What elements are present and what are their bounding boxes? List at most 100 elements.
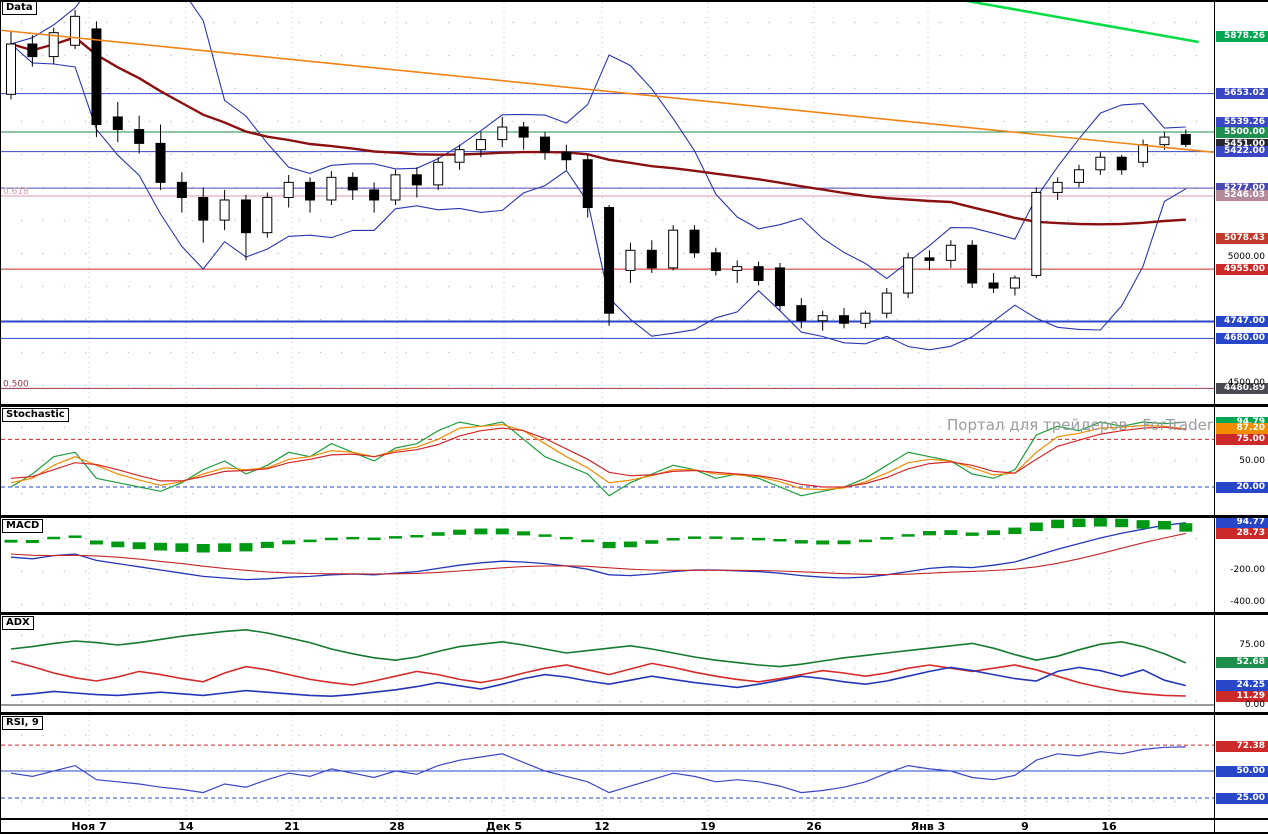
macd-panel[interactable] [1, 518, 1214, 612]
green-trend-line[interactable] [957, 2, 1199, 44]
macd-histogram-bar [517, 531, 531, 536]
candle-body[interactable] [176, 181, 187, 198]
series-di-minus[interactable] [10, 660, 1186, 697]
panel-separator[interactable] [1, 612, 1268, 615]
candle-body[interactable] [839, 315, 850, 324]
candle-body[interactable] [753, 266, 764, 281]
x-axis-label: 9 [1021, 820, 1029, 833]
series-bollinger-upper[interactable] [10, 2, 1186, 280]
candle-body[interactable] [604, 207, 615, 314]
candle-body[interactable] [1095, 156, 1106, 171]
candle-body[interactable] [817, 315, 828, 322]
macd-histogram-bar [303, 539, 317, 543]
candle-body[interactable] [411, 174, 422, 186]
stochastic-panel[interactable] [1, 407, 1214, 515]
candle-body[interactable] [283, 181, 294, 198]
candle-body[interactable] [582, 159, 593, 209]
candle-body[interactable] [774, 267, 785, 307]
series-macd-signal[interactable] [10, 532, 1186, 576]
series-stoch-slow[interactable] [10, 423, 1186, 491]
candle-body[interactable] [1009, 277, 1020, 289]
price-scale-column[interactable]: 5878.26 5653.02 5539.26 5500.00 5451.00 5422.… [1214, 0, 1268, 834]
price-plot[interactable]: 0.618 0.500 [1, 2, 1214, 404]
candle-body[interactable] [433, 161, 444, 186]
candle-body[interactable] [1180, 134, 1191, 145]
scale-badge: 20.00 [1216, 481, 1268, 493]
candle-body[interactable] [561, 151, 572, 161]
series-bollinger-lower[interactable] [10, 43, 1187, 351]
candle-body[interactable] [134, 129, 145, 144]
candle-body[interactable] [1116, 156, 1127, 171]
series-long-ma[interactable] [10, 36, 1186, 226]
candle-body[interactable] [1074, 169, 1084, 183]
candle-body[interactable] [860, 312, 871, 324]
indicator-label-stochastic[interactable]: Stochastic [2, 408, 69, 422]
macd-plot[interactable] [1, 518, 1214, 612]
indicator-label-adx[interactable]: ADX [2, 616, 34, 630]
candle-body[interactable] [6, 43, 16, 95]
candle-body[interactable] [219, 199, 230, 221]
panel-separator[interactable] [1, 404, 1268, 407]
candle-body[interactable] [668, 229, 679, 269]
macd-histogram-bar [794, 540, 808, 544]
series-rsi-line[interactable] [10, 746, 1186, 794]
candle-body[interactable] [796, 305, 807, 322]
candle-body[interactable] [1159, 136, 1170, 146]
candle-body[interactable] [924, 257, 935, 261]
candle-body[interactable] [518, 126, 529, 138]
candle-body[interactable] [1052, 181, 1063, 193]
price-panel[interactable]: 0.618 0.500 [1, 2, 1214, 404]
candle-body[interactable] [967, 244, 978, 284]
series-adx-line[interactable] [10, 628, 1187, 668]
panel-separator[interactable] [1, 515, 1268, 518]
candle-body[interactable] [240, 199, 251, 234]
series-stoch-signal[interactable] [10, 426, 1186, 488]
candle-body[interactable] [475, 139, 486, 151]
candle-body[interactable] [625, 249, 636, 271]
candle-body[interactable] [988, 282, 999, 289]
stochastic-plot[interactable] [1, 407, 1214, 515]
candle-body[interactable] [710, 252, 721, 271]
candle-body[interactable] [646, 249, 657, 269]
scale-badge: 11.29 [1216, 690, 1268, 702]
adx-panel[interactable] [1, 615, 1214, 712]
candle-body[interactable] [369, 189, 380, 201]
candle-body[interactable] [390, 174, 401, 201]
candle-body[interactable] [326, 176, 337, 201]
indicator-label-rsi[interactable]: RSI, 9 [2, 716, 43, 730]
candle-body[interactable] [881, 292, 892, 314]
candle-body[interactable] [1031, 191, 1042, 276]
orange-downtrend-line[interactable] [1, 29, 1214, 154]
candle-body[interactable] [48, 32, 59, 58]
series-stoch-fast[interactable] [10, 421, 1186, 497]
candle-body[interactable] [305, 181, 316, 201]
rsi-panel[interactable] [1, 715, 1214, 818]
series-macd-line[interactable] [10, 522, 1186, 581]
candle-body[interactable] [27, 43, 38, 58]
rsi-plot[interactable] [1, 715, 1214, 818]
series-di-plus[interactable] [10, 666, 1186, 698]
candle-body[interactable] [198, 196, 209, 221]
scale-tick: -400.00 [1230, 596, 1265, 607]
indicator-label-macd[interactable]: MACD [2, 519, 44, 533]
candle-body[interactable] [155, 142, 166, 183]
panel-separator[interactable] [1, 712, 1268, 715]
x-axis-label: Дек 5 [485, 820, 523, 833]
candle-body[interactable] [945, 244, 956, 261]
candle-body[interactable] [732, 266, 743, 271]
candle-body[interactable] [112, 116, 123, 131]
candle-body[interactable] [70, 15, 81, 46]
candle-body[interactable] [91, 28, 102, 126]
candle-body[interactable] [1138, 144, 1149, 163]
candle-body[interactable] [262, 196, 273, 234]
indicator-label-data[interactable]: Data [2, 1, 37, 15]
candle-body[interactable] [689, 229, 700, 254]
candle-body[interactable] [497, 126, 508, 141]
macd-histogram-bar [987, 530, 1001, 536]
macd-histogram-bar [388, 536, 402, 539]
candle-body[interactable] [454, 149, 465, 163]
candle-body[interactable] [540, 136, 550, 153]
candle-body[interactable] [903, 257, 914, 294]
candle-body[interactable] [347, 176, 358, 191]
adx-plot[interactable] [1, 615, 1214, 712]
